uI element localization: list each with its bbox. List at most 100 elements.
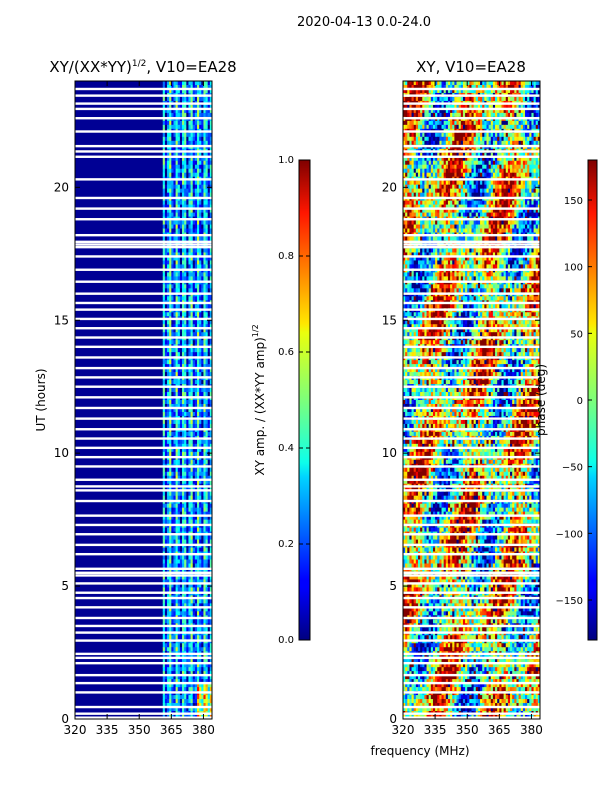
- amplitude-cell: [179, 471, 183, 477]
- amplitude-cell: [171, 188, 174, 194]
- phase-cell: [439, 84, 442, 90]
- amplitude-cell: [197, 599, 200, 604]
- amplitude-cell: [169, 324, 172, 329]
- amplitude-cell: [186, 459, 189, 465]
- amplitude-cell: [179, 475, 183, 481]
- amplitude-cell: [192, 124, 196, 130]
- amplitude-cell: [188, 252, 191, 257]
- amplitude-cell: [167, 643, 170, 648]
- amplitude-cell: [167, 467, 170, 473]
- amplitude-cell: [182, 643, 185, 648]
- amplitude-cell: [201, 84, 204, 90]
- amplitude-cell: [179, 252, 183, 257]
- amplitude-cell: [184, 475, 187, 481]
- amplitude-cell: [209, 192, 212, 198]
- amplitude-cell: [186, 324, 189, 329]
- phase-cell: [533, 140, 537, 146]
- phase-cell: [497, 81, 500, 86]
- amplitude-cell: [203, 599, 206, 604]
- amplitude-cell: [207, 695, 211, 700]
- flagged-row: [75, 406, 212, 410]
- phase-cell: [445, 136, 449, 142]
- amplitude-cell: [169, 96, 172, 102]
- phase-cell: [473, 132, 477, 138]
- amplitude-cell: [188, 84, 191, 90]
- amplitude-cell: [190, 495, 194, 501]
- amplitude-cell: [209, 419, 212, 425]
- amplitude-cell: [194, 236, 198, 241]
- amplitude-cell: [169, 471, 172, 477]
- amplitude-cell: [201, 304, 204, 309]
- phase-cell: [428, 112, 432, 118]
- phase-cell: [420, 108, 423, 114]
- amplitude-cell: [205, 180, 209, 186]
- amplitude-cell: [192, 479, 196, 485]
- amplitude-cell: [201, 400, 204, 405]
- amplitude-cell: [169, 340, 172, 345]
- amplitude-cell: [171, 360, 174, 365]
- phase-cell: [426, 104, 430, 110]
- amplitude-cell: [184, 703, 187, 708]
- amplitude-cell: [173, 212, 177, 217]
- amplitude-cell: [182, 372, 185, 377]
- amplitude-cell: [186, 475, 189, 481]
- amplitude-cell: [197, 643, 200, 648]
- amplitude-cell: [203, 515, 206, 521]
- amplitude-cell: [173, 703, 177, 708]
- amplitude-cell: [179, 140, 183, 146]
- amplitude-cell: [167, 304, 170, 309]
- amplitude-cell: [182, 527, 185, 532]
- amplitude-cell: [164, 423, 168, 429]
- amplitude-cell: [179, 348, 183, 353]
- amplitude-cell: [184, 380, 187, 385]
- amplitude-cell: [175, 527, 179, 532]
- amplitude-cell: [167, 635, 170, 640]
- amplitude-cell: [199, 603, 202, 608]
- amplitude-cell: [177, 124, 181, 130]
- amplitude-cell: [164, 136, 168, 142]
- amplitude-cell: [207, 272, 211, 277]
- amplitude-cell: [194, 84, 198, 90]
- amplitude-cell: [167, 683, 170, 688]
- amplitude-cell: [173, 88, 177, 94]
- amplitude-cell: [203, 284, 206, 289]
- amplitude-cell: [179, 400, 183, 405]
- amplitude-cell: [197, 511, 200, 517]
- flagged-row: [75, 523, 212, 527]
- amplitude-cell: [194, 304, 198, 309]
- amplitude-cell: [171, 368, 174, 373]
- amplitude-cell: [162, 663, 166, 668]
- amplitude-cell: [173, 360, 177, 365]
- amplitude-cell: [188, 479, 191, 485]
- amplitude-y-tick-label: 5: [61, 579, 69, 593]
- amplitude-cell: [194, 507, 198, 513]
- amplitude-cell: [164, 164, 168, 170]
- amplitude-cell: [173, 439, 177, 445]
- phase-cell: [469, 112, 472, 118]
- amplitude-cell: [192, 212, 196, 217]
- phase-cell: [403, 104, 406, 110]
- amplitude-cell: [177, 587, 181, 592]
- amplitude-cell: [177, 447, 181, 453]
- amplitude-cell: [205, 583, 209, 588]
- phase-cell: [471, 124, 475, 130]
- amplitude-cell: [177, 96, 181, 102]
- amplitude-cell: [171, 204, 174, 209]
- amplitude-cell: [188, 212, 191, 217]
- amplitude-cell: [209, 172, 212, 178]
- phase-cell: [490, 140, 494, 146]
- phase-cell: [409, 124, 412, 130]
- amplitude-cell: [167, 368, 170, 373]
- amplitude-cell: [184, 459, 187, 465]
- amplitude-cell: [207, 511, 211, 517]
- amplitude-cell: [194, 120, 198, 126]
- phase-cell: [529, 124, 532, 130]
- phase-cell: [486, 88, 490, 94]
- amplitude-cell: [179, 360, 183, 365]
- phase-cell: [490, 112, 494, 118]
- amplitude-cell: [199, 188, 202, 194]
- amplitude-cell: [203, 304, 206, 309]
- amplitude-cell: [184, 400, 187, 405]
- amplitude-cell: [186, 403, 189, 409]
- phase-cell: [467, 96, 470, 102]
